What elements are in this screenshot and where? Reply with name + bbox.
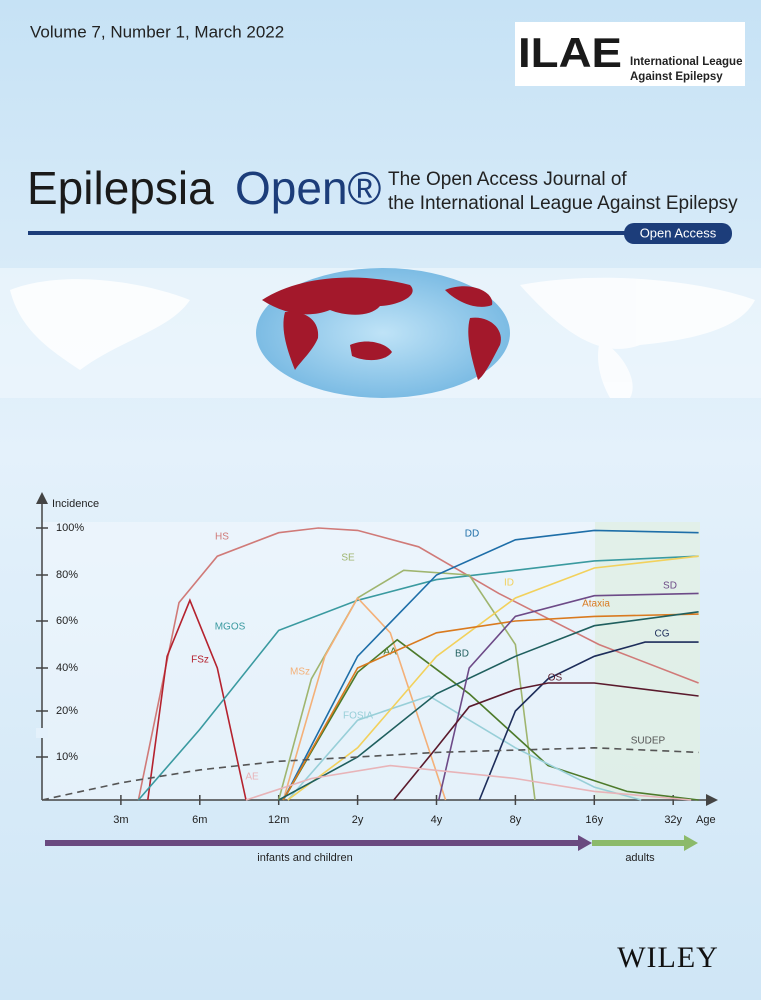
series-line (282, 638, 699, 801)
badge-text: Open Access (640, 225, 717, 240)
tagline: The Open Access Journal of (388, 169, 627, 190)
logo-mark: ILAE (518, 29, 622, 76)
phase-arrowhead (684, 835, 698, 851)
series-line (438, 592, 699, 801)
map-faint (10, 277, 755, 398)
series-label: OS (548, 673, 563, 684)
logo-text: Against Epilepsy (630, 71, 723, 83)
phase-arrowhead (578, 835, 592, 851)
x-axis-label: Age (696, 814, 716, 826)
series-label: FOSIA (343, 711, 373, 722)
axis-break (36, 728, 48, 738)
phase-label: adults (625, 852, 655, 864)
adult-zone (595, 522, 700, 800)
series-label: ID (504, 578, 514, 589)
series-label: BD (455, 649, 469, 660)
series-label: FSz (191, 655, 209, 666)
y-tick-label: 100% (56, 522, 84, 534)
x-tick-label: 3m (113, 814, 128, 826)
chart: Incidence Age 10% 20% 40% 60% 80% 100% 3m 6m 12m… (36, 492, 718, 826)
series-line (282, 529, 699, 801)
y-axis-label: Incidence (52, 498, 99, 510)
series-line (137, 555, 699, 801)
x-tick-label: 16y (585, 814, 603, 826)
x-tick-label: 2y (352, 814, 364, 826)
y-tick-label: 40% (56, 662, 78, 674)
series-line (478, 641, 699, 801)
x-tick-label: 32y (664, 814, 682, 826)
logo-box (515, 22, 745, 86)
y-tick-label: 80% (56, 569, 78, 581)
series-line (282, 613, 699, 801)
series-line (277, 569, 536, 801)
series-label: MSz (290, 667, 310, 678)
series-line (278, 611, 699, 801)
series-line (147, 598, 247, 801)
rule (28, 231, 728, 235)
series-label: DD (465, 529, 479, 540)
series-label: AA (383, 647, 397, 658)
series-label: SD (663, 581, 677, 592)
journal-name-accent: Open® (235, 162, 382, 214)
journal-name: Epilepsia (27, 162, 214, 214)
x-tick-label: 12m (268, 814, 289, 826)
series-label: MGOS (215, 622, 246, 633)
series-line (287, 695, 642, 801)
series-label: Ataxia (582, 599, 610, 610)
tagline: the International League Against Epileps… (388, 193, 738, 214)
x-tick-label: 6m (192, 814, 207, 826)
x-tick-label: 4y (431, 814, 443, 826)
issue-info: Volume 7, Number 1, March 2022 (30, 22, 284, 41)
publisher: WILEY (617, 941, 719, 974)
series-label: AE (245, 772, 259, 783)
series-label: CG (655, 629, 670, 640)
series-line (393, 682, 699, 801)
x-tick-label: 8y (510, 814, 522, 826)
series-label: SUDEP (631, 736, 666, 747)
badge (624, 223, 732, 244)
y-tick-label: 60% (56, 615, 78, 627)
series-label: SE (341, 553, 355, 564)
y-tick-label: 20% (56, 705, 78, 717)
series-line (41, 746, 699, 801)
series-line (245, 764, 692, 801)
logo-text: International League (630, 56, 742, 68)
map-land (262, 277, 501, 380)
y-tick-label: 10% (56, 751, 78, 763)
series-label: HS (215, 532, 229, 543)
phase-label: infants and children (257, 852, 352, 864)
